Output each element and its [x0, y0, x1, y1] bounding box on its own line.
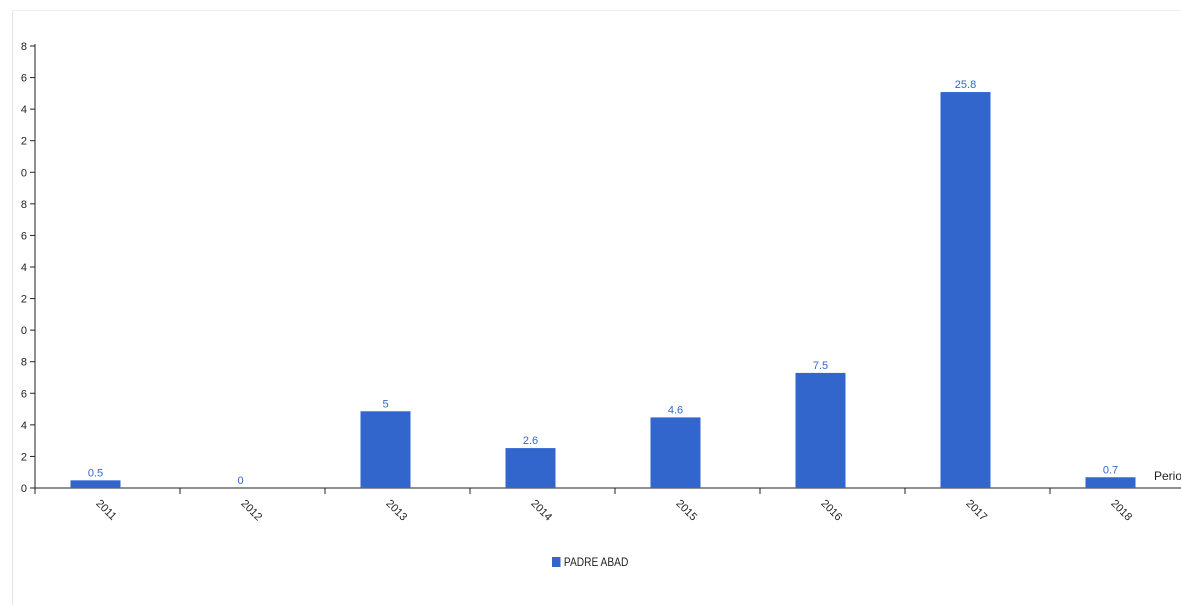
y-tick-label: 4 [21, 262, 27, 274]
y-tick-label: 0 [21, 483, 27, 495]
y-tick-label: 8 [21, 199, 27, 211]
y-tick-label: 4 [21, 104, 27, 116]
data-label: 0.5 [88, 467, 103, 479]
data-label: 4.6 [668, 404, 683, 416]
y-tick-label: 6 [21, 388, 27, 400]
bar [795, 372, 846, 488]
x-tick-label: 2016 [818, 498, 844, 524]
x-tick-label: 2015 [673, 498, 699, 524]
bar [940, 92, 991, 489]
x-tick-label: 2018 [1108, 498, 1134, 524]
data-label: 5 [382, 398, 388, 410]
x-tick-label: 2012 [238, 498, 264, 524]
y-tick-label: 2 [21, 136, 27, 148]
y-tick-label: 8 [21, 41, 27, 53]
bar [650, 417, 701, 488]
legend[interactable]: PADRE ABAD [552, 555, 628, 569]
bar [70, 480, 121, 488]
data-label: 0 [237, 475, 243, 487]
data-label: 2.6 [523, 435, 538, 447]
y-tick-label: 0 [21, 167, 27, 179]
bar [360, 411, 411, 488]
y-tick-label: 2 [21, 294, 27, 306]
y-axis: 0 2 4 6 8 0 2 4 6 8 0 2 4 6 8 [21, 41, 36, 495]
x-tick-label: 2014 [528, 498, 554, 524]
y-tick-label: 6 [21, 230, 27, 242]
bar [505, 448, 556, 488]
x-tick-label: 2011 [93, 498, 118, 523]
y-tick-label: 2 [21, 451, 27, 463]
x-axis: 2011 2012 2013 2014 2015 2016 2017 2018 [34, 487, 1181, 524]
bar [1085, 477, 1136, 488]
x-axis-title: Period [1154, 469, 1181, 483]
y-tick-label: 0 [21, 325, 27, 337]
y-tick-label: 6 [21, 73, 27, 85]
x-tick-label: 2017 [963, 498, 989, 524]
y-tick-label: 8 [21, 357, 27, 369]
data-label: 0.7 [1103, 464, 1118, 476]
data-labels: 0.5 0 5 2.6 4.6 7.5 25.8 0.7 [88, 79, 1118, 487]
legend-swatch [552, 557, 561, 567]
data-label: 7.5 [813, 360, 828, 372]
legend-label: PADRE ABAD [563, 555, 629, 569]
y-tick-label: 4 [21, 420, 27, 432]
bars [70, 92, 1136, 489]
x-tick-label: 2013 [383, 498, 409, 524]
data-label: 25.8 [955, 79, 976, 91]
chart-frame [12, 10, 1181, 605]
